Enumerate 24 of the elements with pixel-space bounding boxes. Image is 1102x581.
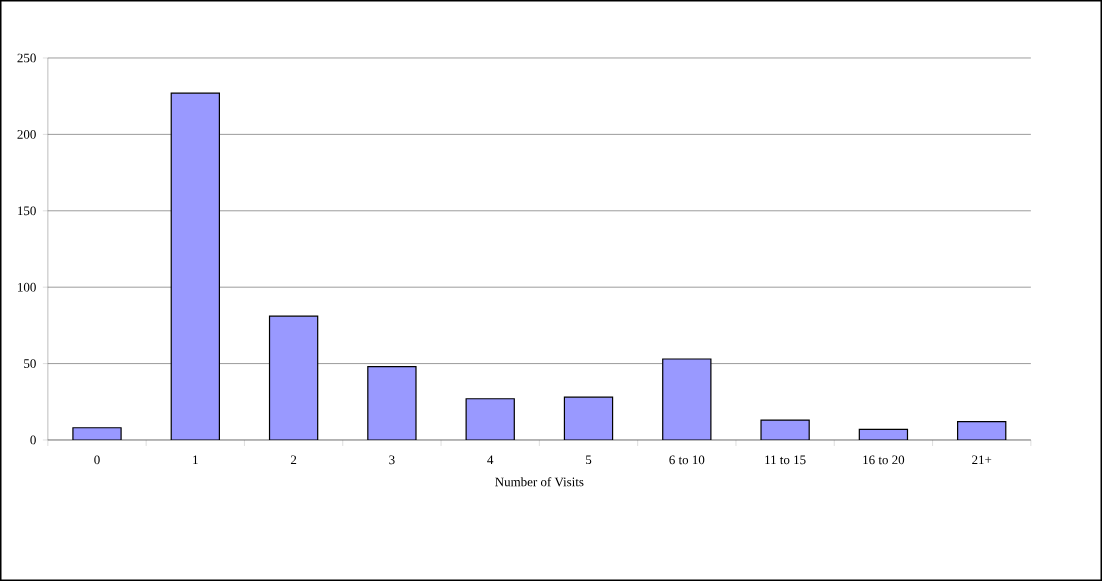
bar bbox=[957, 421, 1007, 440]
bar bbox=[268, 315, 319, 440]
bar bbox=[563, 396, 614, 440]
x-tick-label: 11 to 15 bbox=[765, 455, 806, 465]
x-tick-label: 3 bbox=[389, 455, 395, 465]
y-tick-label: 250 bbox=[17, 53, 36, 63]
y-tick-label: 0 bbox=[30, 435, 36, 445]
x-axis-title: Number of Visits bbox=[495, 477, 584, 487]
y-tick-label: 150 bbox=[18, 206, 36, 216]
x-tick-label: 4 bbox=[487, 455, 494, 465]
x-tick-label: 21+ bbox=[972, 455, 992, 465]
x-tick-label: 0 bbox=[94, 455, 100, 465]
x-tick-label: 16 to 20 bbox=[863, 455, 905, 465]
y-tick-label: 50 bbox=[24, 359, 36, 368]
bar bbox=[170, 92, 220, 440]
bar bbox=[367, 366, 417, 440]
bar bbox=[662, 358, 712, 440]
y-tick-label: 200 bbox=[17, 130, 36, 139]
bar bbox=[465, 398, 515, 440]
x-tick-label: 1 bbox=[193, 455, 198, 465]
x-tick-label: 5 bbox=[586, 455, 592, 465]
y-tick-label: 100 bbox=[18, 282, 36, 292]
x-tick-label: 2 bbox=[290, 455, 297, 465]
x-tick-label: 6 to 10 bbox=[669, 455, 705, 465]
